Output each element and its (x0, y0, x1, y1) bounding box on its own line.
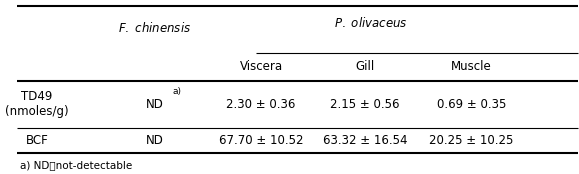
Text: ND: ND (146, 98, 164, 111)
Text: Viscera: Viscera (240, 60, 283, 73)
Text: a): a) (172, 87, 181, 96)
Text: ND: ND (146, 135, 164, 147)
Text: Gill: Gill (355, 60, 375, 73)
Text: Muscle: Muscle (451, 60, 492, 73)
Text: 20.25 ± 10.25: 20.25 ± 10.25 (429, 135, 514, 147)
Text: 63.32 ± 16.54: 63.32 ± 16.54 (323, 135, 407, 147)
Text: $\it{F.\ chinensis}$: $\it{F.\ chinensis}$ (118, 21, 191, 35)
Text: BCF: BCF (25, 135, 49, 147)
Text: 0.69 ± 0.35: 0.69 ± 0.35 (437, 98, 506, 111)
Text: 2.15 ± 0.56: 2.15 ± 0.56 (330, 98, 400, 111)
Text: a) ND：not-detectable: a) ND：not-detectable (20, 160, 133, 170)
Text: $\it{P.\ olivaceus}$: $\it{P.\ olivaceus}$ (335, 16, 408, 30)
Text: 2.30 ± 0.36: 2.30 ± 0.36 (226, 98, 296, 111)
Text: TD49
(nmoles/g): TD49 (nmoles/g) (5, 90, 69, 118)
Text: 67.70 ± 10.52: 67.70 ± 10.52 (219, 135, 303, 147)
